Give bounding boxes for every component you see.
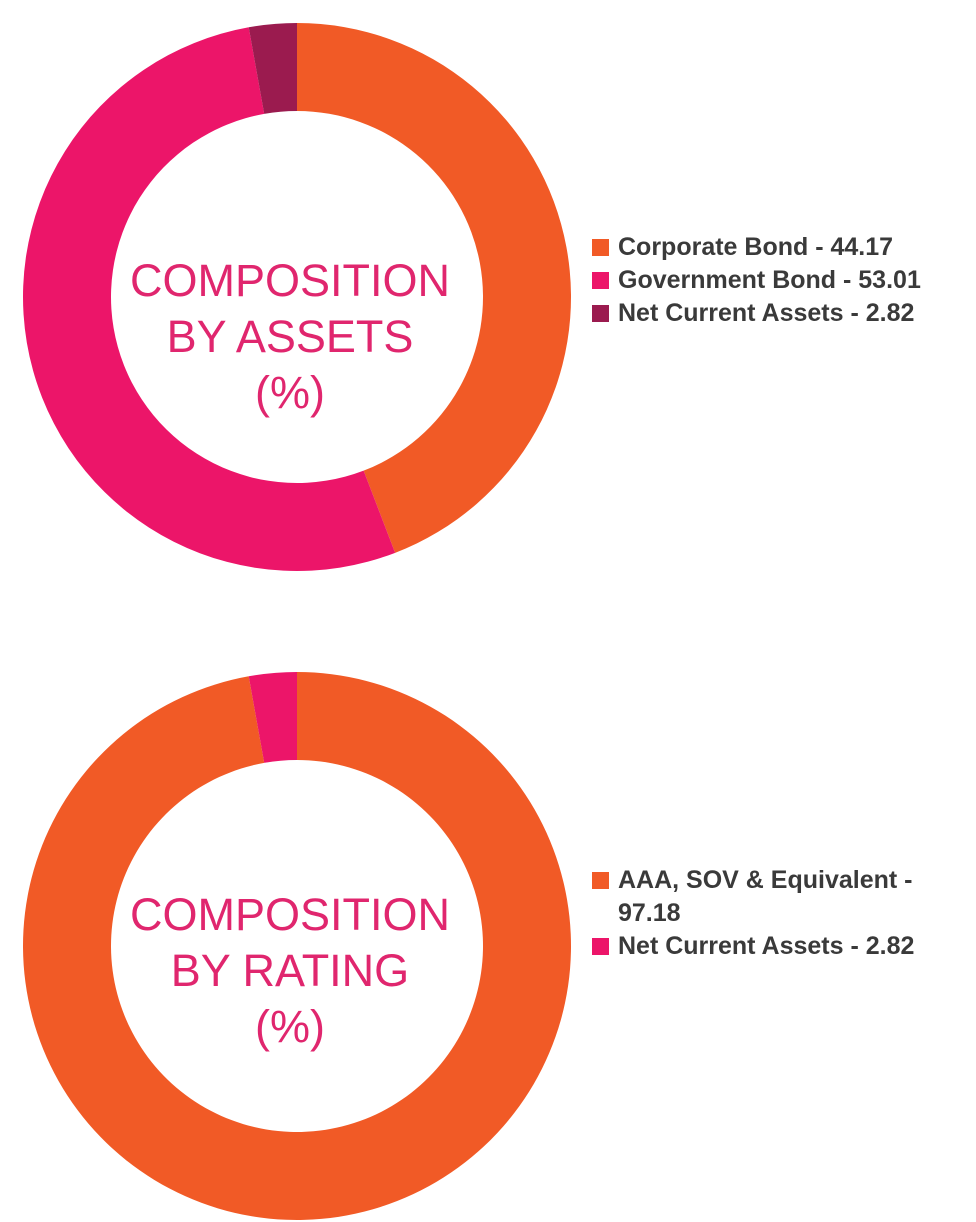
legend-item: Corporate Bond - 44.17 xyxy=(592,231,962,264)
donut-slice xyxy=(297,23,571,553)
center-title-line: (%) xyxy=(255,367,325,418)
legend-label: AAA, SOV & Equivalent - 97.18 xyxy=(618,866,913,927)
assets-composition-chart: COMPOSITION BY ASSETS (%) Corporate Bond… xyxy=(22,23,962,572)
donut-slice xyxy=(248,23,297,114)
legend-label: Government Bond - 53.01 xyxy=(618,266,921,294)
donut-slice xyxy=(22,27,396,572)
legend-swatch xyxy=(592,872,609,889)
legend-label: Net Current Assets - 2.82 xyxy=(618,932,915,960)
legend-swatch xyxy=(592,272,609,289)
legend-swatch xyxy=(592,305,609,322)
center-title-line: BY RATING xyxy=(170,945,410,996)
rating-donut xyxy=(22,672,571,1220)
legend-item: Government Bond - 53.01 xyxy=(592,264,962,297)
center-title-line: COMPOSITION xyxy=(129,255,450,306)
assets-legend: Corporate Bond - 44.17 Government Bond -… xyxy=(592,231,962,330)
legend-item: AAA, SOV & Equivalent - 97.18 xyxy=(592,864,932,930)
center-title-line: (%) xyxy=(255,1001,325,1052)
center-title-line: BY ASSETS xyxy=(166,311,414,362)
legend-label: Corporate Bond - 44.17 xyxy=(618,233,894,261)
assets-center-title: COMPOSITION BY ASSETS (%) xyxy=(120,253,460,421)
legend-item: Net Current Assets - 2.82 xyxy=(592,930,932,963)
rating-legend: AAA, SOV & Equivalent - 97.18 Net Curren… xyxy=(592,864,932,963)
rating-composition-chart: COMPOSITION BY RATING (%) AAA, SOV & Equ… xyxy=(0,611,976,1222)
legend-swatch xyxy=(592,239,609,256)
legend-swatch xyxy=(592,938,609,955)
center-title-line: COMPOSITION xyxy=(129,889,450,940)
rating-center-title: COMPOSITION BY RATING (%) xyxy=(120,887,460,1055)
donut-slice xyxy=(248,672,297,763)
legend-item: Net Current Assets - 2.82 xyxy=(592,297,962,330)
assets-donut xyxy=(22,23,571,572)
donut-slice xyxy=(22,672,571,1220)
legend-label: Net Current Assets - 2.82 xyxy=(618,299,915,327)
